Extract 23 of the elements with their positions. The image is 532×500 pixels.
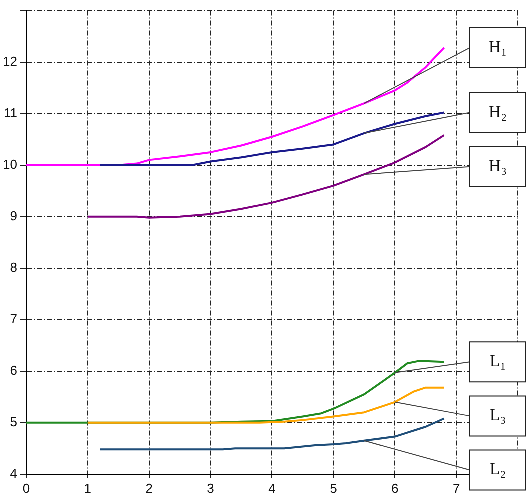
y-tick-label: 12 (2, 54, 18, 69)
text: H₁ (488, 37, 508, 56)
x-tick-label: 3 (207, 480, 214, 496)
x-tick-label: 5 (330, 480, 338, 496)
x-tick-label: 7 (452, 480, 460, 496)
x-tick-label: 2 (146, 480, 153, 496)
text: H₃ (488, 156, 508, 176)
x-tick-label: 1 (84, 480, 92, 496)
y-tick-label: 8 (10, 260, 18, 275)
text: L₃ (490, 406, 506, 425)
x-tick-label: 0 (22, 480, 30, 496)
x-tick-label: 4 (268, 480, 276, 496)
y-tick-label: 10 (2, 156, 18, 172)
y-tick-label: 11 (4, 105, 18, 120)
y-tick-label: 7 (10, 311, 18, 326)
y-tick-label: 5 (10, 414, 18, 430)
y-tick-label: 9 (10, 208, 18, 224)
y-tick-label: 6 (10, 362, 18, 378)
text: L₁ (490, 352, 506, 371)
text: L₂ (490, 460, 506, 479)
y-tick-label: 4 (10, 466, 18, 481)
text: H₂ (488, 102, 508, 122)
x-tick-label: 6 (392, 480, 399, 496)
